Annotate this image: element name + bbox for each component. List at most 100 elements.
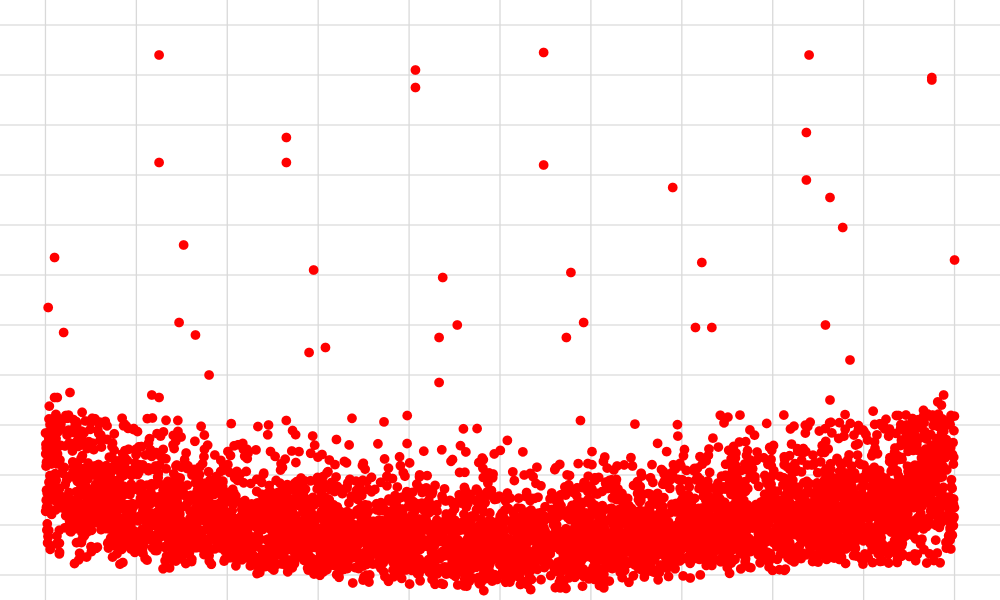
bulk-point-4474 (645, 506, 655, 517)
bulk-point-4770 (496, 533, 506, 544)
bulk-point-4422 (481, 555, 492, 565)
bulk-point-4732 (891, 410, 902, 421)
bulk-point-3009 (677, 474, 688, 485)
bulk-point-2416 (402, 438, 412, 449)
bulk-point-3194 (619, 460, 630, 470)
bulk-point-4055 (272, 513, 283, 524)
bulk-point-3265 (177, 481, 188, 491)
bulk-point-3442 (860, 429, 871, 440)
bulk-point-4799 (258, 468, 269, 479)
bulk-point-4345 (807, 488, 818, 499)
bulk-point-1500 (251, 444, 261, 455)
bulk-point-4870 (693, 503, 704, 514)
bulk-point-4176 (727, 464, 738, 475)
bulk-point-1171 (845, 418, 856, 429)
bulk-point-4618 (199, 496, 209, 507)
bulk-point-4215 (564, 567, 575, 577)
bulk-point-4411 (645, 472, 656, 483)
bulk-point-4510 (806, 540, 817, 551)
bulk-point-4640 (551, 525, 562, 535)
bulk-point-4647 (589, 500, 600, 511)
bulk-point-4597 (478, 523, 489, 534)
bulk-point-3332 (909, 428, 920, 439)
bulk-point-4895 (458, 423, 469, 434)
bulk-point-3830 (856, 518, 866, 529)
bulk-point-4415 (429, 540, 439, 550)
bulk-point-4653 (445, 495, 455, 506)
bulk-point-4949 (688, 550, 699, 560)
bulk-point-743 (199, 430, 210, 440)
bulk-point-3598 (507, 467, 518, 477)
bulk-point-4728 (118, 483, 129, 494)
bulk-point-4451 (275, 502, 286, 513)
bulk-point-4012 (76, 537, 87, 548)
bulk-point-4776 (438, 551, 449, 561)
bulk-point-4906 (738, 539, 749, 550)
bulk-point-4431 (436, 563, 447, 574)
bulk-point-2795 (73, 554, 84, 565)
bulk-point-4199 (302, 563, 313, 573)
bulk-point-4234 (470, 531, 481, 541)
bulk-point-4194 (228, 487, 239, 498)
bulk-point-4397 (614, 530, 624, 541)
bulk-point-4908 (327, 523, 338, 533)
bulk-point-4229 (252, 529, 263, 540)
bulk-point-4257 (917, 534, 927, 545)
bulk-point-4805 (204, 514, 214, 524)
bulk-point-4521 (51, 415, 62, 426)
bulk-point-4814 (285, 495, 296, 505)
bulk-point-4763 (677, 494, 688, 504)
bulk-point-4619 (751, 455, 762, 466)
bulk-point-4881 (738, 529, 749, 540)
bulk-point-3561 (155, 450, 165, 461)
bulk-point-3346 (820, 423, 831, 434)
bulk-point-1401 (305, 448, 316, 459)
bulk-point-4211 (931, 433, 942, 444)
bulk-point-3161 (825, 499, 836, 510)
bulk-point-2847 (242, 453, 253, 464)
bulk-point-4071 (932, 421, 943, 432)
bulk-point-3025 (630, 419, 640, 430)
bulk-point-4232 (935, 454, 946, 465)
bulk-point-4866 (201, 485, 212, 496)
bulk-point-4785 (191, 519, 202, 530)
bulk-point-3597 (401, 565, 411, 575)
bulk-point-4925 (53, 456, 64, 467)
bulk-point-2460 (587, 446, 597, 457)
bulk-point-4880 (529, 493, 540, 504)
bulk-point-4152 (138, 511, 149, 522)
bulk-point-4945 (83, 437, 94, 448)
bulk-point-4501 (230, 540, 241, 551)
bulk-point-4339 (136, 460, 146, 470)
bulk-point-3909 (192, 464, 203, 475)
bulk-point-4085 (316, 498, 327, 509)
bulk-point-4794 (658, 538, 669, 549)
bulk-point-4041 (608, 520, 619, 531)
bulk-point-4109 (360, 511, 371, 522)
bulk-point-3916 (90, 517, 101, 528)
bulk-point-3193 (918, 524, 929, 534)
bulk-point-4829 (521, 487, 532, 498)
bulk-point-4855 (72, 502, 83, 513)
bulk-point-959 (808, 450, 818, 461)
bulk-point-4385 (471, 562, 482, 573)
bulk-point-4579 (289, 483, 299, 494)
bulk-point-4033 (309, 440, 320, 451)
outlier-point-5 (65, 387, 75, 398)
bulk-point-4664 (488, 547, 499, 558)
bulk-point-3302 (189, 529, 200, 540)
bulk-point-4756 (354, 481, 365, 492)
bulk-point-3513 (935, 472, 945, 483)
bulk-point-4705 (406, 541, 417, 552)
bulk-point-2833 (868, 406, 879, 417)
bulk-point-3777 (149, 480, 160, 491)
bulk-point-1769 (219, 556, 229, 567)
bulk-point-3927 (263, 420, 274, 430)
bulk-point-4874 (465, 516, 476, 526)
bulk-point-464 (347, 413, 357, 424)
bulk-point-4530 (397, 504, 408, 514)
points-layer (40, 47, 960, 596)
bulk-point-3705 (447, 536, 458, 547)
bulk-point-4124 (752, 447, 763, 457)
bulk-point-4754 (178, 527, 189, 538)
